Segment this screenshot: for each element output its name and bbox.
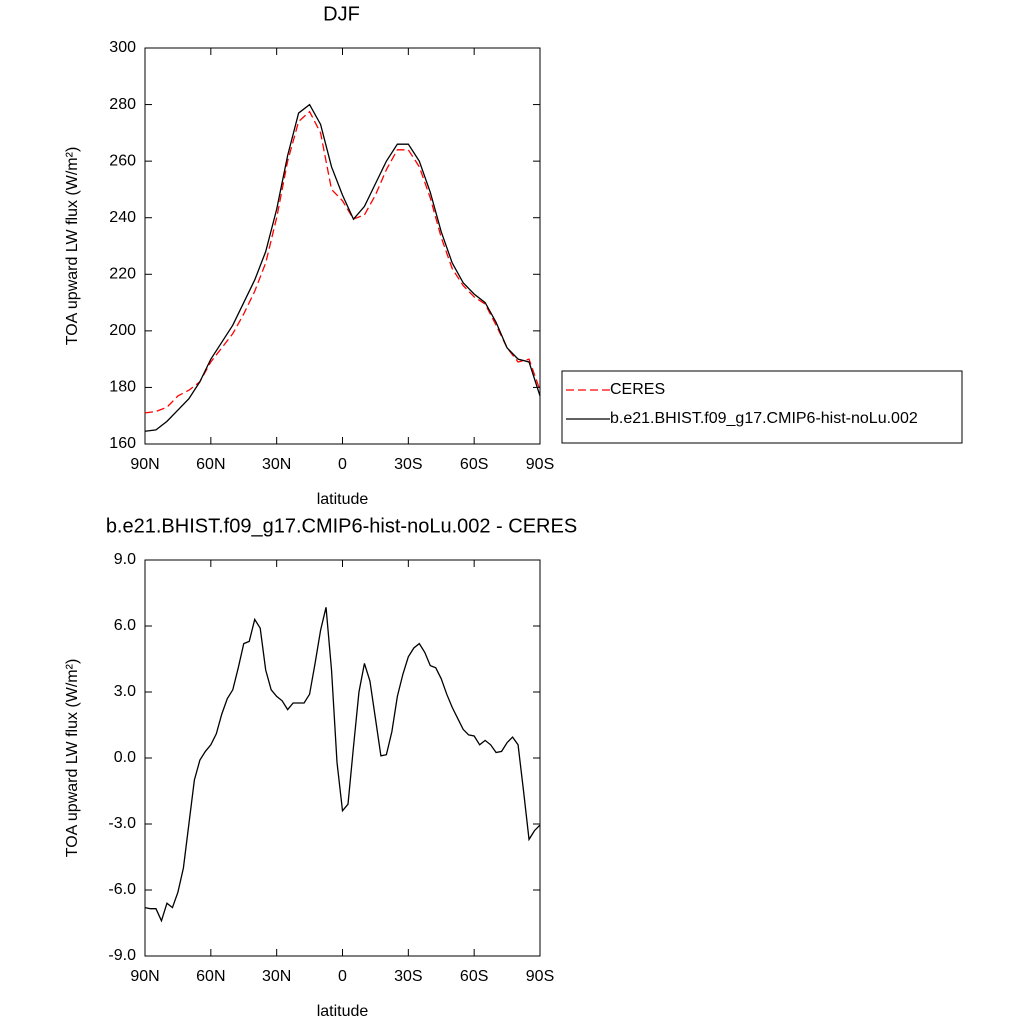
y-tick-label: -3.0 — [108, 815, 136, 832]
x-tick-label: 60N — [196, 456, 225, 473]
y-tick-label: 220 — [109, 266, 136, 283]
x-tick-label: 90S — [526, 968, 554, 985]
y-axis-label: TOA upward LW flux (W/m²) — [64, 147, 81, 346]
x-tick-label: 0 — [338, 968, 347, 985]
x-tick-label: 90S — [526, 456, 554, 473]
x-axis-label: latitude — [317, 1003, 369, 1020]
plot-frame — [144, 559, 541, 957]
x-tick-label: 30N — [262, 456, 291, 473]
plot-frame — [144, 47, 541, 445]
y-tick-label: 3.0 — [114, 683, 136, 700]
y-tick-label: 300 — [109, 39, 136, 56]
data-line — [144, 103, 541, 432]
x-tick-label: 30N — [262, 968, 291, 985]
x-tick-label: 60S — [460, 456, 488, 473]
x-tick-label: 60S — [460, 968, 488, 985]
x-tick-label: 90N — [130, 456, 159, 473]
y-tick-label: 6.0 — [114, 617, 136, 634]
y-tick-label: 9.0 — [114, 551, 136, 568]
chart-title: DJF — [323, 3, 360, 25]
legend-box — [561, 370, 963, 444]
legend-label: b.e21.BHIST.f09_g17.CMIP6-hist-noLu.002 — [610, 410, 918, 427]
data-line — [144, 110, 541, 414]
data-line — [144, 607, 541, 923]
x-axis-label: latitude — [317, 491, 369, 508]
legend-label: CERES — [610, 381, 665, 398]
y-tick-label: 200 — [109, 322, 136, 339]
chart-title: b.e21.BHIST.f09_g17.CMIP6-hist-noLu.002 … — [106, 515, 577, 537]
x-tick-label: 60N — [196, 968, 225, 985]
x-tick-label: 30S — [394, 456, 422, 473]
y-axis-label: TOA upward LW flux (W/m²) — [64, 659, 81, 858]
x-tick-label: 0 — [338, 456, 347, 473]
y-tick-label: 280 — [109, 96, 136, 113]
x-tick-label: 30S — [394, 968, 422, 985]
y-tick-label: 180 — [109, 379, 136, 396]
x-tick-label: 90N — [130, 968, 159, 985]
y-tick-label: -6.0 — [108, 881, 136, 898]
y-tick-label: -9.0 — [108, 947, 136, 964]
y-tick-label: 0.0 — [114, 749, 136, 766]
y-tick-label: 240 — [109, 209, 136, 226]
y-tick-label: 160 — [109, 435, 136, 452]
y-tick-label: 260 — [109, 152, 136, 169]
